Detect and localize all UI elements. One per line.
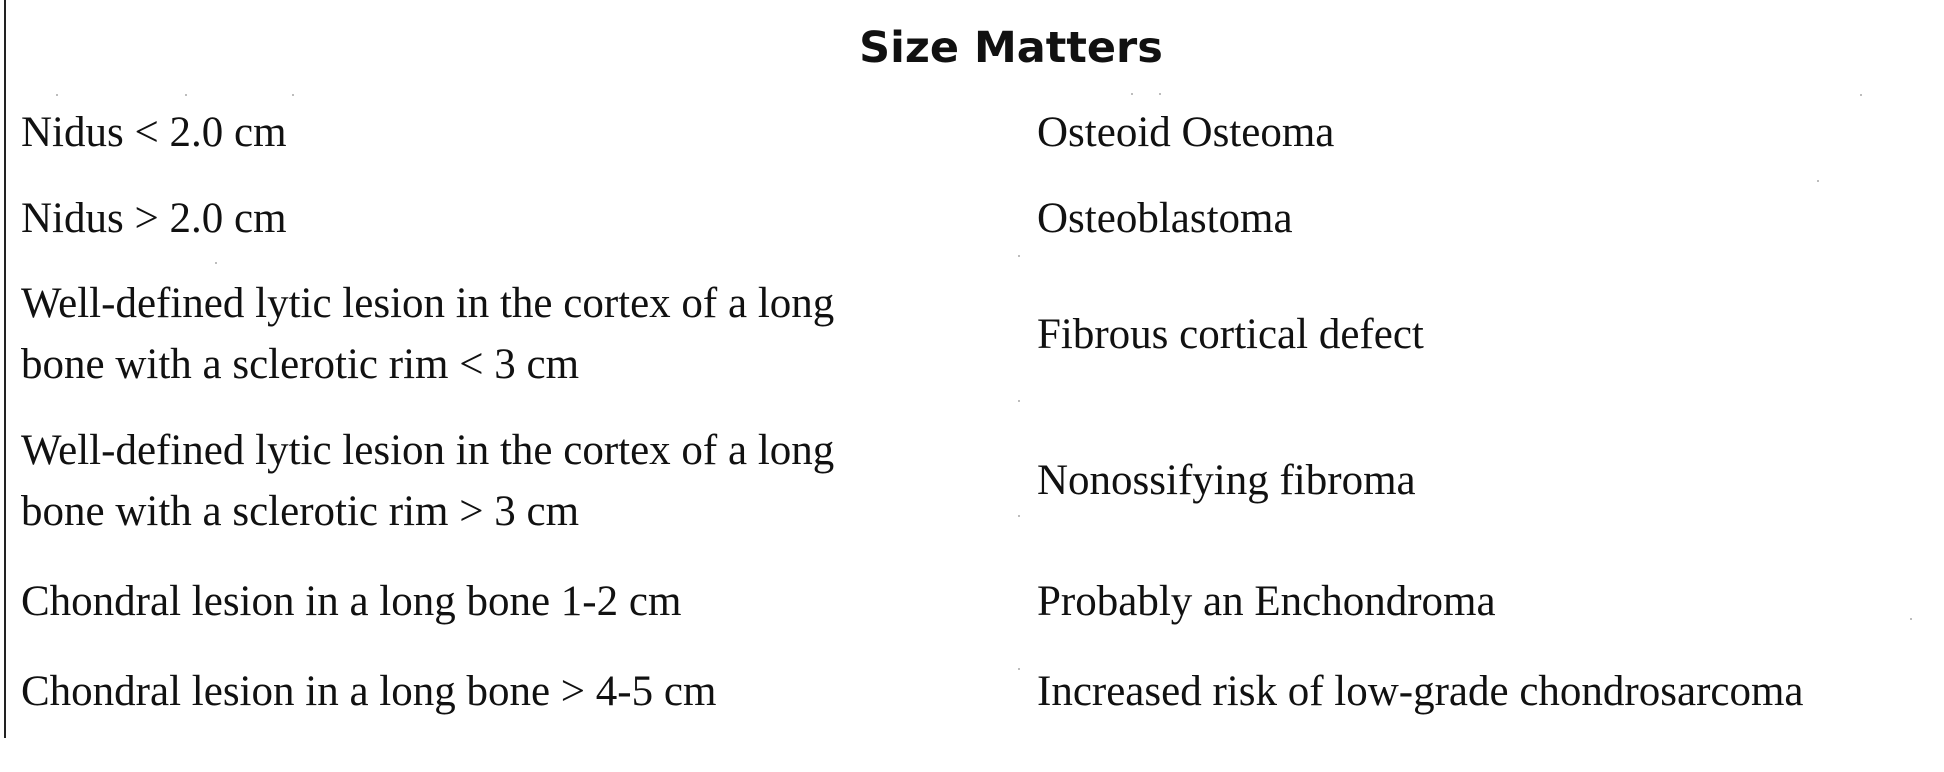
scan-speck [185,94,187,96]
scan-speck [1159,93,1161,95]
scan-speck [1131,93,1133,95]
left-border-line [4,0,6,738]
finding-cell: Nidus > 2.0 cm [21,195,287,242]
scan-speck [215,262,217,264]
diagnosis-cell: Nonossifying fibroma [1037,457,1416,504]
finding-cell: Nidus < 2.0 cm [21,109,287,156]
diagnosis-cell: Increased risk of low-grade chondrosarco… [1037,668,1804,715]
table-title: Size Matters [859,23,1163,73]
scan-speck [1018,668,1020,670]
diagnosis-cell: Probably an Enchondroma [1037,578,1496,625]
diagnosis-cell: Osteoid Osteoma [1037,109,1335,156]
scan-speck [1860,94,1862,96]
finding-cell: Chondral lesion in a long bone 1-2 cm [21,578,682,625]
scan-speck [1018,255,1020,257]
scan-speck [1018,515,1020,517]
finding-cell-line-1: Well-defined lytic lesion in the cortex … [21,427,835,474]
diagnosis-cell: Osteoblastoma [1037,195,1293,242]
scan-speck [292,94,294,96]
finding-cell-line-1: Well-defined lytic lesion in the cortex … [21,280,835,327]
finding-cell-line-2: bone with a sclerotic rim > 3 cm [21,488,580,535]
scan-speck [1910,618,1912,620]
finding-cell-line-2: bone with a sclerotic rim < 3 cm [21,341,580,388]
diagnosis-cell: Fibrous cortical defect [1037,311,1424,358]
scan-speck [1018,400,1020,402]
scan-speck [1817,180,1819,182]
scan-speck [56,94,58,96]
finding-cell: Chondral lesion in a long bone > 4-5 cm [21,668,717,715]
